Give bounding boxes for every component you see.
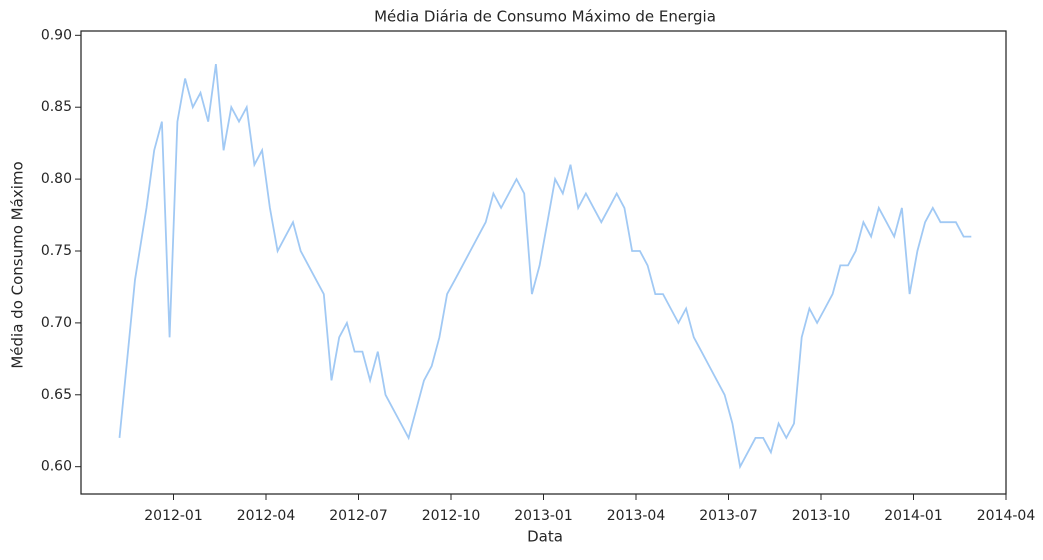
y-tick-label: 0.70 xyxy=(41,315,72,331)
x-tick-label: 2014-04 xyxy=(977,508,1036,524)
x-tick-label: 2012-01 xyxy=(144,508,203,524)
x-tick-label: 2012-07 xyxy=(329,508,388,524)
x-axis-label: Data xyxy=(527,528,563,546)
y-tick-label: 0.75 xyxy=(41,243,72,259)
y-tick-label: 0.80 xyxy=(41,171,72,187)
chart-title: Média Diária de Consumo Máximo de Energi… xyxy=(374,8,716,26)
x-tick-label: 2013-07 xyxy=(699,508,758,524)
x-tick-label: 2013-10 xyxy=(792,508,851,524)
y-tick-label: 0.90 xyxy=(41,27,72,43)
y-tick-label: 0.60 xyxy=(41,459,72,475)
y-tick-label: 0.85 xyxy=(41,99,72,115)
line-series xyxy=(118,63,972,470)
x-tick-label: 2013-01 xyxy=(514,508,573,524)
y-axis-label: Média do Consumo Máximo xyxy=(9,161,27,368)
x-tick-label: 2014-01 xyxy=(884,508,943,524)
x-tick-label: 2013-04 xyxy=(607,508,666,524)
y-tick-label: 0.65 xyxy=(41,387,72,403)
x-tick-label: 2012-04 xyxy=(237,508,296,524)
x-tick-label: 2012-10 xyxy=(422,508,481,524)
